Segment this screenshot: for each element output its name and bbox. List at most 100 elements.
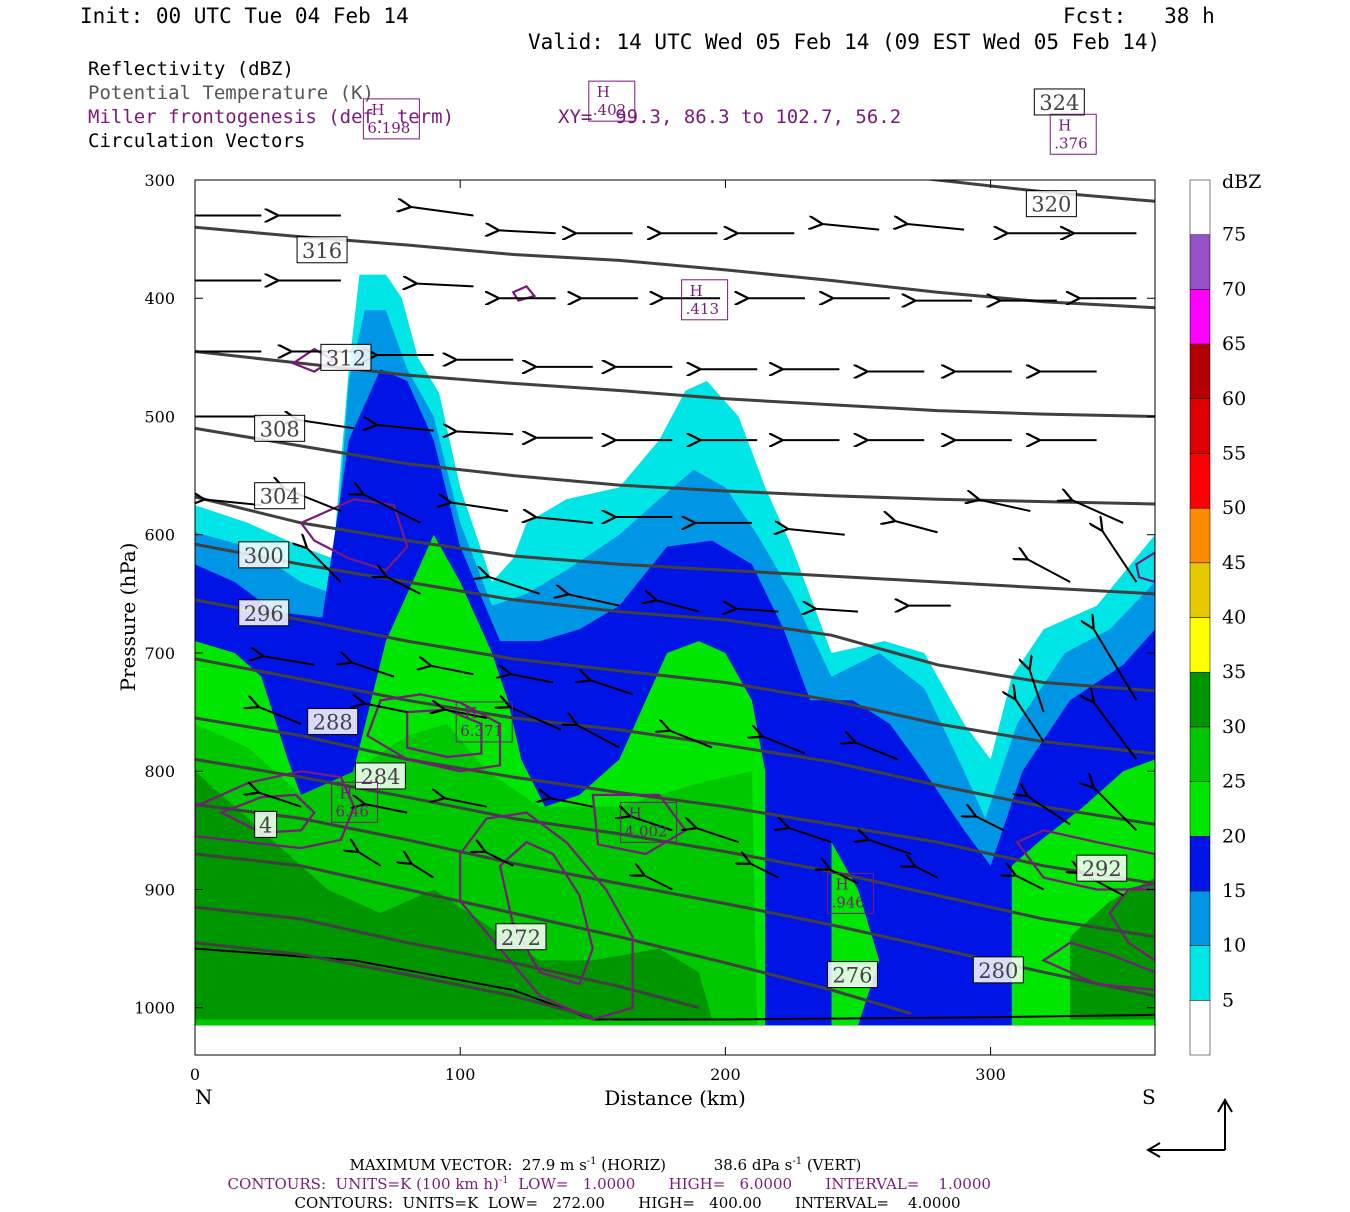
fronto-max-label-1: H <box>597 83 610 101</box>
frontogenesis-contour-16 <box>1135 551 1155 584</box>
y-tick-label-600: 600 <box>144 526 175 545</box>
colorbar-swatch-8 <box>1189 562 1211 618</box>
fronto-contours-text: CONTOURS: UNITS=K (100 km h) <box>227 1175 499 1193</box>
circulation-vector-86 <box>629 816 673 832</box>
theta-label-312: 312 <box>326 346 366 370</box>
theta-label-box-304 <box>254 482 306 510</box>
theta-label-box-4 <box>254 810 278 838</box>
theta-label-300: 300 <box>244 544 284 568</box>
forecast-hour: Fcst: 38 h <box>1063 4 1215 28</box>
theta-label-276: 276 <box>832 964 872 988</box>
fronto-max-box-0 <box>362 98 420 140</box>
theta-contour-280 <box>195 852 912 1016</box>
reference-vector-icon <box>1146 1098 1233 1158</box>
theta-contour-292 <box>195 716 1155 885</box>
cross-section-xy: XY= 99.3, 86.3 to 102.7, 56.2 <box>558 106 902 128</box>
circulation-vector-54 <box>1071 500 1124 524</box>
frontogenesis-contour-13 <box>1015 829 1155 891</box>
circulation-vector-7 <box>821 224 880 231</box>
circulation-vector-47 <box>450 502 509 513</box>
legend-frontogenesis: Miller frontogenesis (def. term) <box>88 106 455 128</box>
circulation-vector-13 <box>415 284 474 287</box>
theta-label-308: 308 <box>260 417 300 441</box>
fronto-max-value-3: .413 <box>686 300 719 318</box>
y-tick-label-1000: 1000 <box>134 999 175 1018</box>
frontogenesis-contour-0 <box>288 83 442 159</box>
colorbar-level-55: 55 <box>1222 442 1246 464</box>
circulation-vector-3 <box>498 230 556 233</box>
legend-vectors: Circulation Vectors <box>88 130 306 152</box>
circulation-vector-2 <box>410 207 474 217</box>
fronto-max-box-2 <box>1049 113 1097 155</box>
colorbar-swatch-5 <box>1189 726 1211 782</box>
theta-label-320: 320 <box>1031 193 1071 217</box>
theta-label-296: 296 <box>244 602 284 626</box>
circulation-vector-89 <box>868 839 912 855</box>
theta-label-box-292 <box>1076 854 1128 882</box>
circulation-vector-75 <box>509 707 562 731</box>
circulation-vector-85 <box>549 798 593 808</box>
frontogenesis-contour-14 <box>1041 941 1155 992</box>
circulation-vector-60 <box>735 609 779 612</box>
colorbar-swatch-14 <box>1189 234 1211 290</box>
circulation-vector-51 <box>787 529 845 536</box>
circulation-vector-77 <box>669 730 713 749</box>
circulation-vector-81 <box>1093 701 1138 760</box>
max-vector-end: (VERT) <box>802 1156 862 1174</box>
circulation-vector-36 <box>455 431 514 434</box>
theta-label-304: 304 <box>260 485 300 509</box>
fronto-max-value-2: .376 <box>1054 134 1087 152</box>
colorbar-top-swatch <box>1189 179 1211 235</box>
theta-label-4: 4 <box>259 813 272 837</box>
max-vector-text: MAXIMUM VECTOR: 27.9 m s <box>349 1156 587 1174</box>
frontogenesis-contour-8 <box>459 811 634 1021</box>
circulation-vector-79 <box>854 742 899 761</box>
circulation-vector-95 <box>484 851 514 867</box>
colorbar-level-30: 30 <box>1222 716 1246 738</box>
x-tick-label-0: 0 <box>190 1065 200 1084</box>
circulation-vector-55 <box>306 547 342 583</box>
colorbar-level-20: 20 <box>1222 825 1246 847</box>
theta-label-292: 292 <box>1082 857 1122 881</box>
colorbar-swatch-11 <box>1189 398 1211 454</box>
theta-label-box-272 <box>495 923 547 951</box>
circulation-vector-67 <box>430 666 474 676</box>
circulation-vector-69 <box>589 680 633 696</box>
fronto-max-box-7 <box>331 781 379 823</box>
footer-theta-contours: CONTOURS: UNITS=K LOW= 272.00 HIGH= 400.… <box>285 1176 961 1212</box>
circulation-vector-93 <box>357 851 382 867</box>
colorbar-swatch-9 <box>1189 507 1211 564</box>
fronto-contours-sup: -1 <box>498 1175 509 1186</box>
theta-label-box-300 <box>238 541 290 569</box>
footer-max-vector: MAXIMUM VECTOR: 27.9 m s-1 (HORIZ) 38.6 … <box>340 1138 862 1174</box>
theta-label-280: 280 <box>978 959 1018 983</box>
colorbar-swatch-3 <box>1189 836 1211 892</box>
fronto-max-box-1 <box>588 80 636 122</box>
fronto-max-value-1: .402 <box>593 101 626 119</box>
legend-reflectivity: Reflectivity (dBZ) <box>88 58 294 80</box>
theta-label-box-276 <box>826 961 878 989</box>
frontogenesis-contour-4 <box>366 693 502 773</box>
x-axis-label: Distance (km) <box>604 1086 746 1110</box>
max-vector-mid: (HORIZ) 38.6 dPa s <box>596 1156 793 1174</box>
reflectivity-region-30-8 <box>1070 877 1155 1020</box>
max-vector-unit2: -1 <box>792 1156 803 1167</box>
colorbar-swatch-12 <box>1189 343 1211 399</box>
circulation-vector-83 <box>364 804 408 814</box>
circulation-vector-57 <box>488 576 541 595</box>
fronto-max-box-6 <box>826 872 874 914</box>
colorbar-swatch-10 <box>1189 453 1211 509</box>
circulation-vector-65 <box>262 656 315 666</box>
max-vector-unit1: -1 <box>586 1156 597 1167</box>
y-tick-label-400: 400 <box>144 289 175 308</box>
circulation-vector-78 <box>761 736 806 755</box>
colorbar-level-70: 70 <box>1222 278 1246 300</box>
fronto-max-box-3 <box>681 279 729 321</box>
frontogenesis-contour-2 <box>367 50 407 88</box>
x-end-left-label: N <box>195 1085 213 1109</box>
theta-label-box-320 <box>1025 190 1077 218</box>
circulation-vector-87 <box>695 828 739 844</box>
y-tick-label-800: 800 <box>144 762 175 781</box>
circulation-vector-92 <box>1093 787 1138 832</box>
x-tick-label-100: 100 <box>445 1065 476 1084</box>
